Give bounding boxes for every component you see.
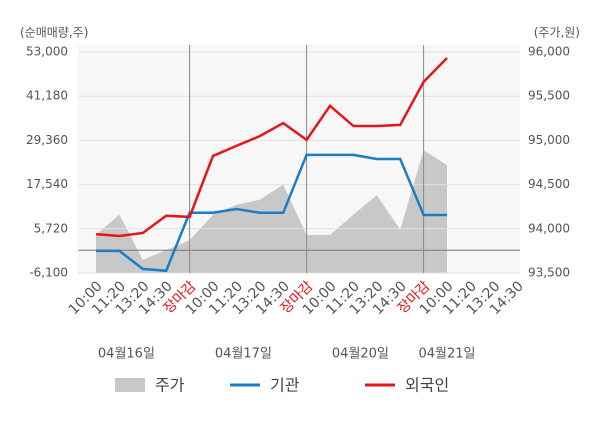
y-tick-label: 17,540 — [26, 177, 68, 191]
legend-label: 외국인 — [405, 376, 449, 395]
date-label: 04월16일 — [98, 347, 155, 362]
series-line — [95, 57, 448, 238]
y-tick-label: -6,100 — [29, 266, 68, 280]
y2-tick-label: 96,000 — [528, 45, 570, 59]
y2-tick-label: 95,500 — [528, 89, 570, 103]
date-label: 04월17일 — [215, 347, 272, 362]
date-label: 04월20일 — [332, 347, 389, 362]
series-line — [96, 153, 447, 273]
legend-label: 기관 — [270, 376, 300, 395]
legend-label: 주가 — [155, 376, 185, 395]
y2-tick-label: 94,000 — [528, 221, 570, 235]
y2-tick-label: 93,500 — [528, 266, 570, 280]
y-tick-label: 41,180 — [26, 89, 68, 103]
y-tick-label: 53,000 — [26, 45, 68, 59]
y2-axis-title: (주가,원) — [534, 26, 580, 40]
y2-tick-label: 94,500 — [528, 177, 570, 191]
y-axis-title: (순매매량,주) — [20, 26, 88, 40]
legend-swatch — [115, 378, 145, 392]
date-label: 04월21일 — [418, 347, 475, 362]
y-tick-label: 29,360 — [26, 133, 68, 147]
y-tick-label: 5,720 — [34, 221, 68, 235]
y2-tick-label: 95,000 — [528, 133, 570, 147]
